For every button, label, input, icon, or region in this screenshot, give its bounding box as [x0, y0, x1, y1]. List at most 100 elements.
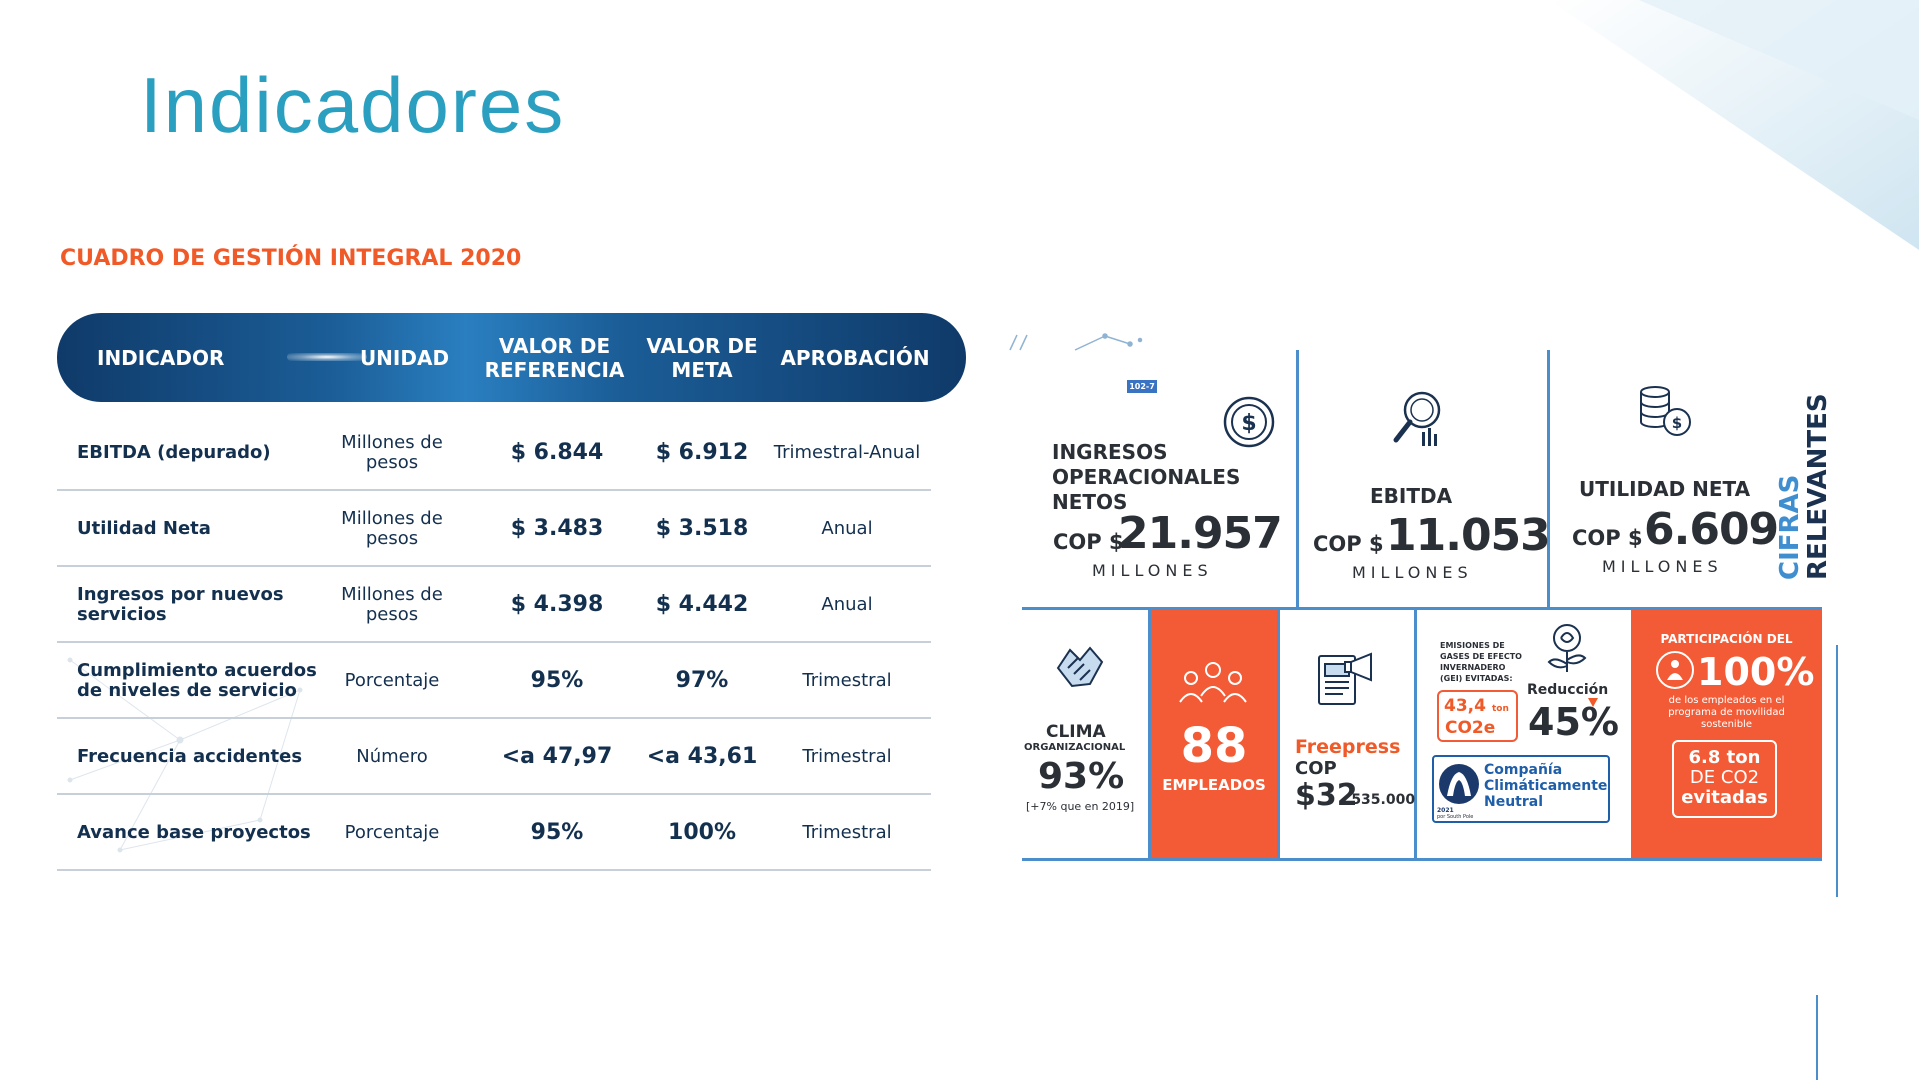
- cell-meta: 97%: [675, 668, 729, 693]
- table-row: Cumplimiento acuerdos de niveles de serv…: [57, 643, 931, 719]
- cell-meta: 100%: [668, 820, 736, 845]
- divider: [1414, 607, 1417, 858]
- ebitda-prefix: COP $: [1313, 532, 1384, 556]
- movilidad-desc-3: sostenible: [1700, 719, 1752, 730]
- cell-unidad: Número: [356, 746, 428, 767]
- dollar-circle-icon: $: [1223, 396, 1275, 448]
- empleados-label: EMPLEADOS: [1162, 776, 1266, 794]
- ingresos-label-1: INGRESOS: [1052, 440, 1168, 464]
- emisiones-label-3: INVERNADERO: [1440, 663, 1506, 672]
- lines-decoration: [1009, 333, 1143, 351]
- divider: [1816, 995, 1818, 1080]
- movilidad-desc-1: de los empleados en el: [1668, 695, 1785, 706]
- utilidad-prefix: COP $: [1572, 526, 1643, 550]
- header-valor-referencia: VALOR DE REFERENCIA: [484, 333, 625, 382]
- cell-indicador: Frecuencia accidentes: [77, 746, 303, 767]
- handshake-icon: [1056, 646, 1104, 688]
- people-group-icon: [1179, 662, 1247, 703]
- gri-tag: 102-7: [1127, 380, 1157, 393]
- table-row: EBITDA (depurado) Millones de pesos $ 6.…: [57, 415, 931, 491]
- ingresos-prefix: COP $: [1053, 530, 1124, 554]
- cell-meta: $ 3.518: [655, 516, 749, 541]
- cell-unidad: Porcentaje: [344, 670, 440, 691]
- press-megaphone-icon: [1318, 652, 1372, 705]
- movilidad-heading: PARTICIPACIÓN DEL: [1660, 632, 1793, 646]
- table-row: Ingresos por nuevos servicios Millones d…: [57, 567, 931, 643]
- badge-year: 2021: [1437, 807, 1454, 814]
- movilidad-panel: [1631, 610, 1822, 858]
- cell-referencia: $ 6.844: [510, 440, 604, 465]
- plant-icon: [1547, 624, 1587, 672]
- co2-evitadas-3: evitadas: [1681, 787, 1768, 808]
- cell-referencia: $ 4.398: [510, 592, 604, 617]
- network-decoration: [67, 657, 303, 853]
- neutral-text-1: Compañía: [1484, 762, 1563, 778]
- utilidad-unit: MILLONES: [1602, 557, 1723, 576]
- reduccion-label: Reducción: [1527, 682, 1609, 698]
- co2-evitadas-text: 6.8 ton DE CO2 evitadas: [1672, 748, 1777, 808]
- cifras-relevantes-title: CIFRAS RELEVANTES: [1775, 393, 1830, 580]
- side-title-cifras: CIFRAS: [1775, 475, 1805, 580]
- cell-unidad: Millones de pesos: [341, 584, 443, 625]
- utilidad-value: 6.609: [1644, 504, 1779, 555]
- climate-neutral-badge: [1432, 755, 1610, 823]
- cell-aprobacion: Trimestral: [802, 746, 892, 767]
- table-row: Avance base proyectos Porcentaje 95% 100…: [57, 795, 931, 871]
- header-valor-meta: VALOR DE META: [646, 333, 758, 382]
- cell-aprobacion: Anual: [821, 518, 873, 539]
- freepress-label: Freepress: [1295, 736, 1401, 758]
- person-target-icon: [1656, 651, 1694, 689]
- cell-aprobacion: Trimestral: [802, 822, 892, 843]
- emisiones-label-1: EMISIONES DE: [1440, 641, 1505, 650]
- divider: [1547, 350, 1550, 607]
- cell-unidad: Millones de pesos: [341, 508, 443, 549]
- clima-label-1: CLIMA: [1046, 722, 1106, 742]
- header-unidad: UNIDAD: [359, 345, 450, 370]
- emisiones-label-4: (GEI) EVITADAS:: [1440, 674, 1513, 683]
- clima-note: [+7% que en 2019]: [1026, 800, 1135, 813]
- cell-aprobacion: Anual: [821, 594, 873, 615]
- cell-indicador: Ingresos por nuevos servicios: [77, 584, 284, 625]
- cell-referencia: 95%: [530, 668, 584, 693]
- divider: [1148, 607, 1151, 858]
- table-row: Frecuencia accidentes Número <a 47,97 <a…: [57, 719, 931, 795]
- divider: [1277, 607, 1280, 858]
- badge-sub: por South Pole: [1437, 814, 1474, 820]
- cell-meta: <a 43,61: [646, 744, 758, 769]
- coins-icon: $: [1640, 386, 1691, 436]
- cell-meta: $ 6.912: [655, 440, 749, 465]
- freepress-prefix: COP: [1295, 758, 1337, 779]
- empleados-value: 88: [1180, 718, 1248, 774]
- cell-meta: $ 4.442: [655, 592, 749, 617]
- magnifier-chart-icon: [1393, 391, 1441, 446]
- ingresos-label-3: NETOS: [1052, 490, 1128, 514]
- freepress-value-main: $32: [1295, 778, 1358, 813]
- cell-indicador: Utilidad Neta: [77, 518, 211, 539]
- empleados-panel: [1151, 610, 1277, 858]
- divider: [1022, 607, 1822, 610]
- header-aprobacion: APROBACIÓN: [780, 345, 930, 370]
- emisiones-label-2: GASES DE EFECTO: [1440, 652, 1522, 661]
- cell-indicador: EBITDA (depurado): [77, 442, 271, 463]
- side-title-relevantes: RELEVANTES: [1803, 393, 1830, 580]
- header-indicador: INDICADOR: [97, 345, 225, 370]
- co2-box: [1437, 690, 1518, 742]
- divider: [1022, 858, 1822, 861]
- table-header: INDICADOR UNIDAD VALOR DE REFERENCIA VAL…: [57, 313, 966, 402]
- emisiones-amount: 43,4: [1444, 696, 1486, 716]
- divider: [1296, 350, 1299, 607]
- co2-evitadas-1: 6.8 ton: [1688, 747, 1761, 768]
- cell-referencia: $ 3.483: [510, 516, 604, 541]
- corner-decoration: [1549, 0, 1919, 250]
- south-pole-logo-icon: [1439, 764, 1479, 804]
- ebitda-unit: MILLONES: [1352, 563, 1473, 582]
- table-row: Utilidad Neta Millones de pesos $ 3.483 …: [57, 491, 931, 567]
- cell-indicador: Cumplimiento acuerdos de niveles de serv…: [77, 660, 317, 701]
- cell-aprobacion: Trimestral: [802, 670, 892, 691]
- movilidad-desc-2: programa de movilidad: [1668, 707, 1785, 718]
- cell-indicador: Avance base proyectos: [77, 822, 311, 843]
- co2-evitadas-2: DE CO2: [1689, 767, 1760, 788]
- clima-label-2: ORGANIZACIONAL: [1024, 742, 1126, 753]
- emisiones-amount-sub: CO2e: [1445, 718, 1496, 738]
- svg-text:$: $: [1241, 411, 1256, 436]
